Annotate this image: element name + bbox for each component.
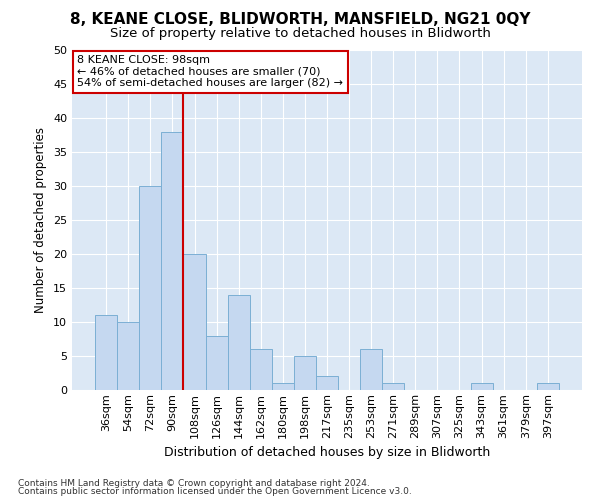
Bar [382, 383, 404, 390]
Bar [316, 376, 338, 390]
Y-axis label: Number of detached properties: Number of detached properties [34, 127, 47, 313]
Bar [184, 254, 206, 390]
Bar [95, 315, 117, 390]
Bar [139, 186, 161, 390]
Bar [360, 349, 382, 390]
Text: 8, KEANE CLOSE, BLIDWORTH, MANSFIELD, NG21 0QY: 8, KEANE CLOSE, BLIDWORTH, MANSFIELD, NG… [70, 12, 530, 28]
Bar [161, 132, 184, 390]
Bar [250, 349, 272, 390]
Bar [294, 356, 316, 390]
X-axis label: Distribution of detached houses by size in Blidworth: Distribution of detached houses by size … [164, 446, 490, 459]
Bar [117, 322, 139, 390]
Bar [206, 336, 227, 390]
Text: Contains public sector information licensed under the Open Government Licence v3: Contains public sector information licen… [18, 487, 412, 496]
Bar [537, 383, 559, 390]
Bar [272, 383, 294, 390]
Bar [227, 295, 250, 390]
Text: Size of property relative to detached houses in Blidworth: Size of property relative to detached ho… [110, 28, 490, 40]
Bar [470, 383, 493, 390]
Text: 8 KEANE CLOSE: 98sqm
← 46% of detached houses are smaller (70)
54% of semi-detac: 8 KEANE CLOSE: 98sqm ← 46% of detached h… [77, 55, 343, 88]
Text: Contains HM Land Registry data © Crown copyright and database right 2024.: Contains HM Land Registry data © Crown c… [18, 478, 370, 488]
